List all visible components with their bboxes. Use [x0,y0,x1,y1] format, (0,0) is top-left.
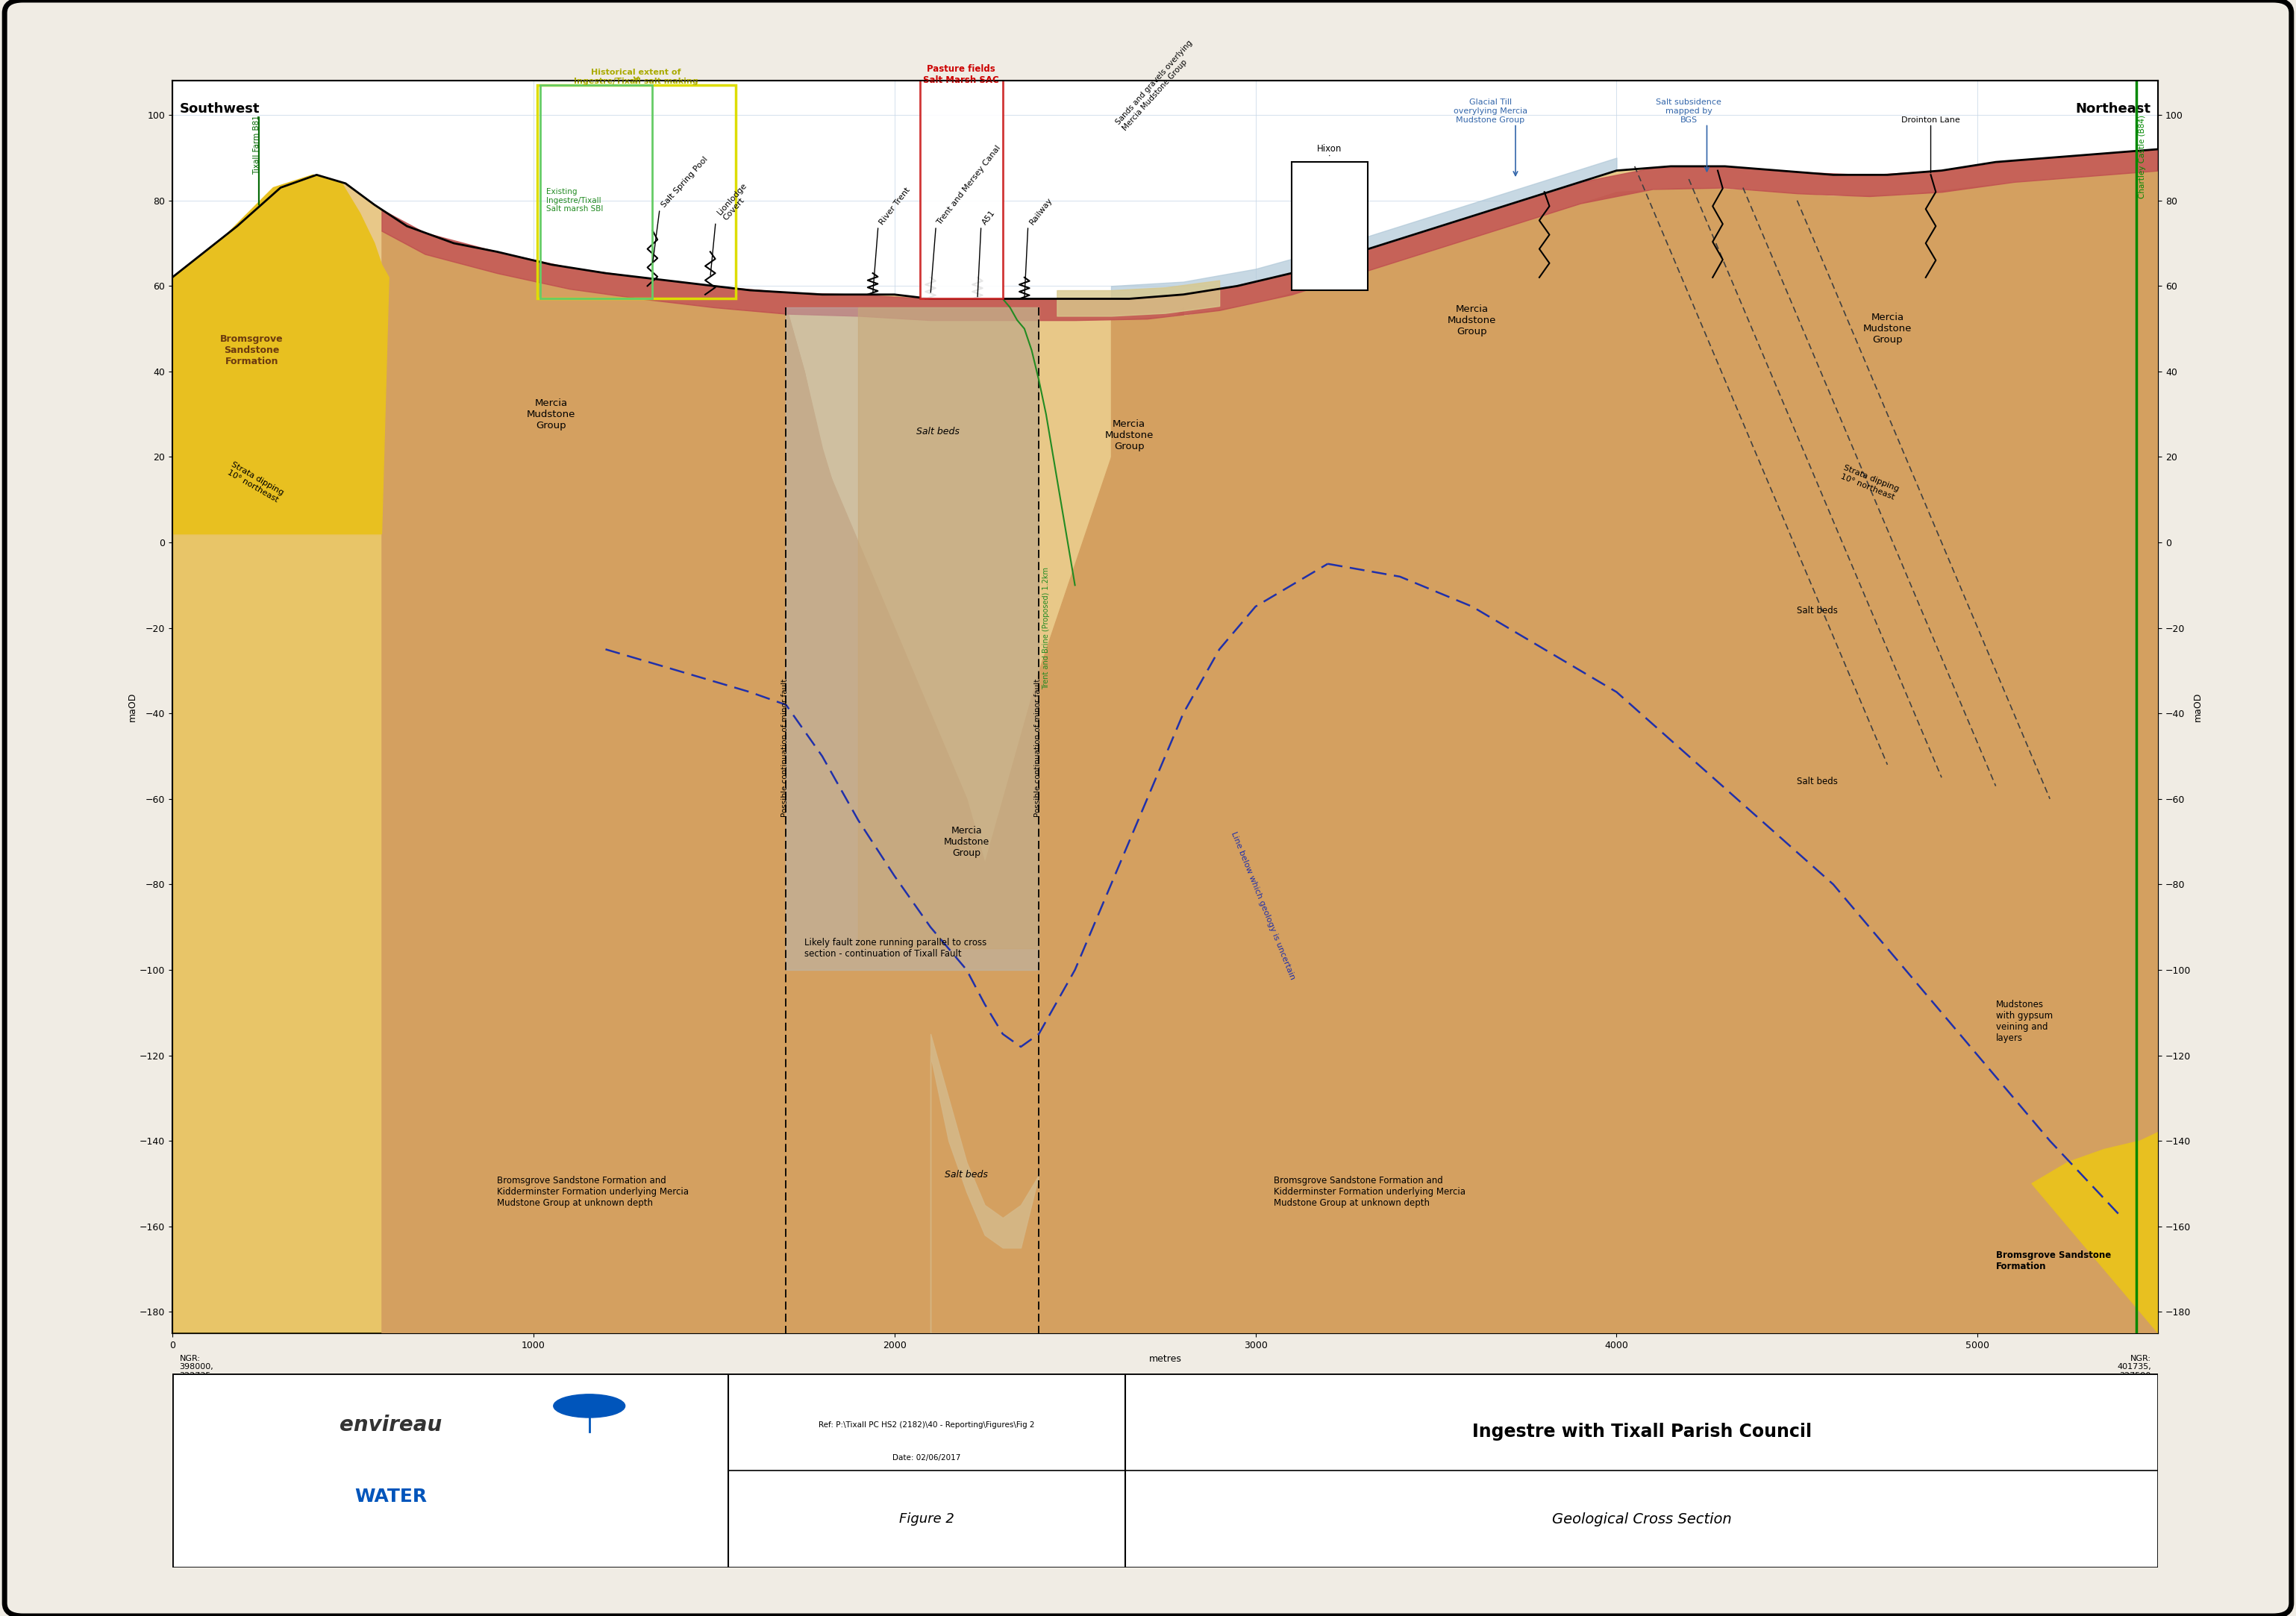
Text: Mercia
Mudstone
Group: Mercia Mudstone Group [1862,312,1913,344]
Text: Hixon: Hixon [1318,144,1341,154]
Text: Salt Spring Pool: Salt Spring Pool [659,155,709,208]
Text: Salt beds: Salt beds [1798,777,1839,787]
Text: Line below which geology is uncertain: Line below which geology is uncertain [1228,831,1295,981]
Bar [921,0,1003,299]
Text: Pasture fields
Salt Marsh SAC: Pasture fields Salt Marsh SAC [923,65,999,86]
Circle shape [553,1395,625,1417]
Polygon shape [2032,1133,2158,1333]
Text: Possible continuation of minor fault: Possible continuation of minor fault [781,679,790,816]
Text: Tixall Farm B81: Tixall Farm B81 [253,115,262,175]
Text: A51: A51 [980,208,996,226]
Y-axis label: maOD: maOD [129,692,138,722]
Text: Ingestre with Tixall Parish Council: Ingestre with Tixall Parish Council [1472,1422,1812,1441]
Text: Southwest: Southwest [179,102,259,116]
Text: NGR:
398000,
322735: NGR: 398000, 322735 [179,1354,214,1380]
Polygon shape [859,307,1038,949]
Text: WATER: WATER [354,1487,427,1506]
Text: Date: 02/06/2017: Date: 02/06/2017 [893,1454,962,1461]
Text: Bromsgrove Sandstone
Formation: Bromsgrove Sandstone Formation [1995,1251,2110,1270]
Bar [1293,162,1368,291]
Bar [537,86,735,299]
Text: Bromsgrove
Sandstone
Formation: Bromsgrove Sandstone Formation [220,335,282,367]
Text: Figure 2: Figure 2 [900,1513,955,1526]
Text: Salt beds: Salt beds [1798,606,1839,616]
X-axis label: metres: metres [1148,1354,1182,1364]
Bar [540,86,652,299]
Text: Drointon Lane: Drointon Lane [1901,116,1961,123]
Text: Bromsgrove Sandstone Formation and
Kidderminster Formation underlying Mercia
Mud: Bromsgrove Sandstone Formation and Kidde… [498,1176,689,1209]
Text: River Trent: River Trent [877,186,912,226]
Text: Bromsgrove Sandstone Formation and
Kidderminster Formation underlying Mercia
Mud: Bromsgrove Sandstone Formation and Kidde… [1274,1176,1465,1209]
Text: Salt subsidence
mapped by
BGS: Salt subsidence mapped by BGS [1655,99,1722,123]
Text: Existing
Ingestre/Tixall
Salt marsh SBI: Existing Ingestre/Tixall Salt marsh SBI [546,187,604,213]
Text: Railway: Railway [1029,196,1054,226]
Text: Sands and gravels overlying
Mercia Mudstone Group: Sands and gravels overlying Mercia Mudst… [1114,39,1201,133]
Text: Trent and Mersey Canal: Trent and Mersey Canal [937,144,1003,226]
Text: Geological Cross Section: Geological Cross Section [1552,1513,1731,1526]
Y-axis label: maOD: maOD [2193,692,2202,722]
Text: Salt beds: Salt beds [946,1170,987,1180]
Polygon shape [172,175,388,533]
Text: Ref: P:\Tixall PC HS2 (2182)\40 - Reporting\Figures\Fig 2: Ref: P:\Tixall PC HS2 (2182)\40 - Report… [820,1422,1035,1429]
Text: Lionlodge
Covert: Lionlodge Covert [716,181,755,221]
Text: Possible continuation of minor fault: Possible continuation of minor fault [1033,679,1042,816]
Text: Likely fault zone running parallel to cross
section - continuation of Tixall Fau: Likely fault zone running parallel to cr… [804,937,987,958]
Text: Strata dipping
10° northeast: Strata dipping 10° northeast [1839,464,1899,501]
Polygon shape [785,307,1038,970]
Text: Glacial Till
overylying Mercia
Mudstone Group: Glacial Till overylying Mercia Mudstone … [1453,99,1527,123]
Text: NGR:
401735,
327590: NGR: 401735, 327590 [2117,1354,2151,1380]
Text: Mercia
Mudstone
Group: Mercia Mudstone Group [528,398,576,430]
Text: Historical extent of
Ingestre/Tixall salt making: Historical extent of Ingestre/Tixall sal… [574,69,698,86]
Text: Mercia
Mudstone
Group: Mercia Mudstone Group [944,826,990,858]
Text: Trent and Brine (Proposed) 1.2km: Trent and Brine (Proposed) 1.2km [1042,567,1049,688]
Text: envireau: envireau [340,1416,441,1435]
Text: Salt beds: Salt beds [916,427,960,436]
Text: Chartley Castle (B84): Chartley Castle (B84) [2138,115,2147,199]
Text: Northeast: Northeast [2076,102,2151,116]
Text: Strata dipping
10° northeast: Strata dipping 10° northeast [225,461,285,504]
Text: Mudstones
with gypsum
veining and
layers: Mudstones with gypsum veining and layers [1995,1000,2053,1042]
Text: Mercia
Mudstone
Group: Mercia Mudstone Group [1449,304,1497,336]
Text: Mercia
Mudstone
Group: Mercia Mudstone Group [1104,420,1153,451]
